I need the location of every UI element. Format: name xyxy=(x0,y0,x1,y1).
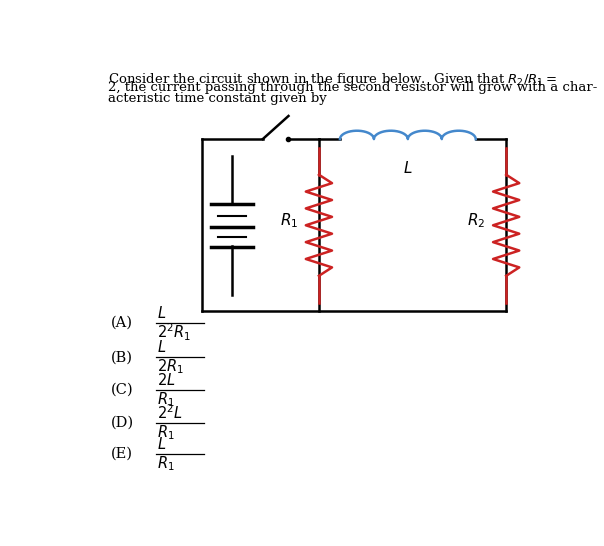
Text: $2^2 L$: $2^2 L$ xyxy=(158,403,183,422)
Text: $R_2$: $R_2$ xyxy=(467,212,485,230)
Text: acteristic time constant given by: acteristic time constant given by xyxy=(108,92,327,105)
Text: $L$: $L$ xyxy=(158,305,167,321)
Text: $R_1$: $R_1$ xyxy=(158,454,175,473)
Text: (A): (A) xyxy=(111,316,133,330)
Text: (E): (E) xyxy=(111,447,133,461)
Text: $R_1$: $R_1$ xyxy=(158,390,175,409)
Text: $2^2 R_1$: $2^2 R_1$ xyxy=(158,322,191,343)
Text: $R_1$: $R_1$ xyxy=(280,212,298,230)
Text: (B): (B) xyxy=(111,351,133,364)
Text: $R_1$: $R_1$ xyxy=(158,423,175,442)
Text: 2, the current passing through the second resistor will grow with a char-: 2, the current passing through the secon… xyxy=(108,81,597,94)
Text: (D): (D) xyxy=(111,416,133,430)
Text: $L$: $L$ xyxy=(158,436,167,452)
Text: $2L$: $2L$ xyxy=(158,372,176,388)
Text: (C): (C) xyxy=(111,383,133,397)
Text: $L$: $L$ xyxy=(158,339,167,355)
Text: $L$: $L$ xyxy=(403,160,413,176)
Text: Consider the circuit shown in the figure below.  Given that $R_2/R_1 =$: Consider the circuit shown in the figure… xyxy=(108,70,557,87)
Text: $2R_1$: $2R_1$ xyxy=(158,358,184,376)
